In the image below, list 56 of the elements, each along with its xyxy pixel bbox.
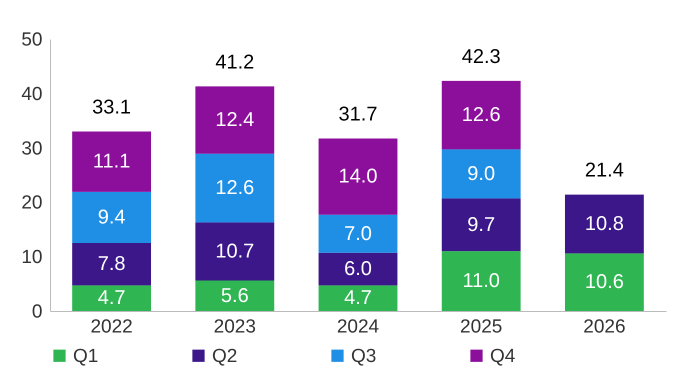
y-tick-label: 50: [21, 30, 42, 50]
bar: [318, 285, 398, 311]
data-label: 9.0: [467, 162, 496, 185]
x-tick-label: 2022: [90, 316, 133, 338]
y-tick-label: 10: [21, 247, 42, 268]
y-tick-label: 40: [21, 84, 42, 105]
data-label: 4.7: [344, 287, 372, 310]
data-label: 10.8: [584, 212, 624, 235]
data-label: 11.1: [92, 150, 130, 173]
data-label: 11.0: [462, 270, 500, 292]
bar: [195, 86, 274, 154]
bar: [72, 285, 152, 311]
total-label: 21.4: [584, 160, 624, 182]
data-label: 12.6: [462, 104, 501, 126]
data-label: 5.6: [220, 284, 249, 307]
legend-label: Q4: [490, 346, 516, 367]
data-label: 10.6: [584, 271, 624, 294]
bar: [318, 214, 398, 253]
data-label: 4.7: [98, 287, 126, 310]
bar: [195, 280, 274, 311]
bar: [72, 243, 152, 286]
bar: [195, 154, 274, 222]
total-label: 33.1: [92, 96, 132, 118]
y-tick-label: 0: [32, 302, 42, 322]
bar: [442, 80, 521, 150]
bar: [318, 252, 398, 286]
total-label: 41.2: [215, 51, 254, 74]
data-label: 10.7: [215, 240, 254, 262]
bar: [72, 192, 152, 243]
total-label: 31.7: [338, 104, 378, 126]
data-label: 7.0: [344, 222, 372, 245]
legend-label: Q3: [351, 346, 376, 367]
y-tick-label: 20: [21, 192, 42, 214]
data-label: 12.4: [215, 109, 254, 132]
legend-label: Q1: [73, 346, 98, 367]
data-label: 9.4: [98, 206, 126, 228]
x-tick-label: 2024: [336, 316, 380, 338]
bar: [442, 198, 521, 252]
bar: [564, 253, 644, 311]
bar: [72, 131, 152, 192]
data-label: 6.0: [344, 258, 372, 280]
bar: [318, 138, 398, 215]
bar: [195, 222, 274, 281]
bar: [564, 194, 644, 254]
bar: [442, 149, 521, 198]
legend-label: Q2: [212, 346, 238, 367]
data-label: 14.0: [338, 166, 378, 188]
data-label: 9.7: [467, 214, 496, 236]
bar: [442, 251, 521, 311]
x-tick-label: 2025: [460, 316, 502, 338]
x-tick-label: 2026: [583, 316, 626, 338]
data-label: 7.8: [98, 253, 126, 276]
data-label: 12.6: [215, 177, 254, 200]
x-tick-label: 2023: [214, 316, 256, 338]
total-label: 42.3: [462, 46, 501, 68]
y-tick-label: 30: [21, 138, 42, 160]
